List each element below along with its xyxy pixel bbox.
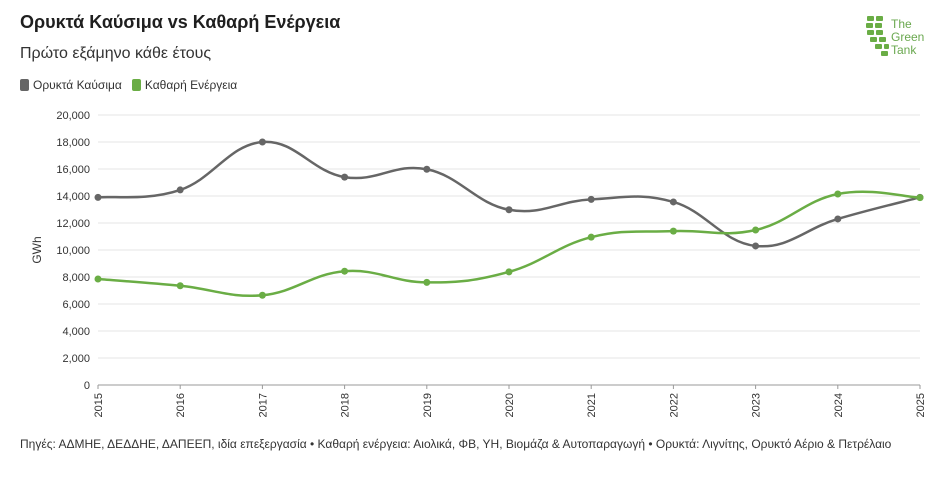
- x-tick-label: 2015: [93, 393, 105, 417]
- data-point-clean-2018[interactable]: [341, 267, 349, 275]
- logo-text-green: Green: [891, 30, 925, 44]
- legend-label-fossil: Ορυκτά Καύσιμα: [33, 78, 122, 92]
- y-tick-label: 14,000: [56, 191, 90, 203]
- x-tick-label: 2020: [504, 393, 516, 417]
- x-tick-label: 2022: [668, 393, 680, 417]
- data-point-clean-2025[interactable]: [916, 194, 924, 202]
- y-tick-label: 4,000: [62, 326, 90, 338]
- chart-title: Ορυκτά Καύσιμα vs Καθαρή Ενέργεια: [20, 12, 341, 32]
- y-tick-label: 16,000: [56, 164, 90, 176]
- source-footer: Πηγές: ΑΔΜΗΕ, ΔΕΔΔΗΕ, ΔΑΠΕΕΠ, ιδία επεξε…: [20, 437, 892, 451]
- series-layer: [94, 138, 924, 299]
- x-tick-label: 2017: [257, 393, 269, 417]
- data-point-clean-2024[interactable]: [834, 190, 842, 198]
- logo-text-the: The: [891, 17, 912, 31]
- data-point-clean-2020[interactable]: [505, 268, 513, 276]
- series-line-fossil[interactable]: [97, 140, 921, 248]
- data-point-clean-2023[interactable]: [752, 226, 760, 234]
- y-tick-label: 0: [84, 380, 90, 392]
- data-point-fossil-2023[interactable]: [752, 242, 760, 250]
- data-point-fossil-2016[interactable]: [176, 186, 184, 194]
- x-tick-label: 2024: [833, 393, 845, 417]
- x-tick-label: 2018: [340, 393, 352, 417]
- data-point-clean-2019[interactable]: [423, 278, 431, 286]
- x-tick-label: 2025: [915, 393, 927, 417]
- legend-item-fossil[interactable]: Ορυκτά Καύσιμα: [20, 78, 122, 92]
- y-tick-label: 18,000: [56, 137, 90, 149]
- data-point-fossil-2024[interactable]: [834, 215, 842, 223]
- y-tick-label: 12,000: [56, 218, 90, 230]
- y-axis-label: GWh: [30, 236, 44, 263]
- data-point-clean-2021[interactable]: [587, 233, 595, 241]
- legend-item-clean[interactable]: Καθαρή Ενέργεια: [131, 78, 238, 92]
- x-tick-label: 2019: [422, 393, 434, 417]
- data-point-clean-2016[interactable]: [176, 282, 184, 290]
- data-point-fossil-2022[interactable]: [669, 198, 677, 206]
- data-point-fossil-2015[interactable]: [94, 193, 102, 201]
- data-point-clean-2022[interactable]: [669, 227, 677, 235]
- logo-text-tank: Tank: [891, 43, 917, 57]
- x-tick-label: 2016: [175, 393, 187, 417]
- data-point-fossil-2017[interactable]: [258, 138, 266, 146]
- legend-label-clean: Καθαρή Ενέργεια: [144, 78, 238, 92]
- x-tick-label: 2023: [751, 393, 763, 417]
- data-point-fossil-2020[interactable]: [505, 206, 513, 214]
- y-tick-label: 2,000: [62, 353, 90, 365]
- chart-subtitle: Πρώτο εξάμηνο κάθε έτους: [20, 45, 212, 62]
- y-tick-label: 20,000: [56, 110, 90, 122]
- legend: Ορυκτά Καύσιμα Καθαρή Ενέργεια: [20, 78, 237, 92]
- grid-layer: [98, 114, 920, 386]
- y-tick-label: 6,000: [62, 299, 90, 311]
- x-tick-label: 2021: [586, 393, 598, 417]
- green-tank-logo-icon: [866, 16, 889, 56]
- data-point-fossil-2019[interactable]: [423, 165, 431, 173]
- legend-swatch-clean: [131, 79, 141, 91]
- legend-swatch-fossil: [20, 79, 29, 91]
- data-point-fossil-2018[interactable]: [341, 173, 349, 181]
- y-tick-label: 10,000: [56, 245, 90, 257]
- data-point-clean-2015[interactable]: [94, 275, 102, 283]
- data-point-clean-2017[interactable]: [258, 291, 266, 299]
- data-point-fossil-2021[interactable]: [587, 195, 595, 203]
- axis-layer: 0 2,000 4,000 6,000 8,000 10,000 12,000 14,000 1…: [56, 110, 927, 417]
- y-tick-label: 8,000: [62, 272, 90, 284]
